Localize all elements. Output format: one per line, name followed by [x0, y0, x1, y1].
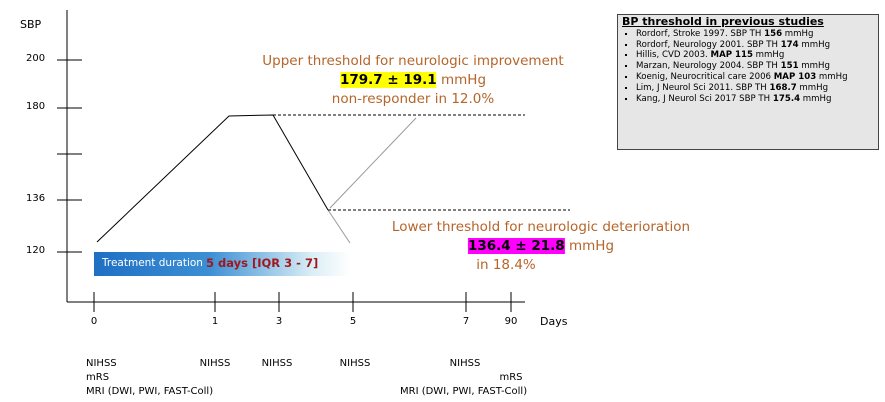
studies-box: BP threshold in previous studies Rordorf… [617, 14, 879, 150]
y-tick-label: 136 [26, 193, 46, 204]
assessment: NIHSS [449, 358, 481, 369]
study-item: Lim, J Neurol Sci 2011. SBP TH 168.7 mmH… [636, 83, 874, 94]
connector [329, 117, 417, 209]
upper-note: non-responder in 12.0% [331, 91, 495, 107]
upper-value-line: 179.7 ± 19.1 mmHg [262, 71, 563, 90]
lower-value: 136.4 ± 21.8 [467, 238, 565, 254]
study-item: Rordorf, Neurology 2001. SBP TH 174 mmHg [636, 40, 874, 51]
treatment-bar: Treatment duration 5 days [IQR 3 - 7] [94, 252, 350, 276]
x-tick-label: 90 [504, 316, 518, 327]
study-text: Kang, J Neurol Sci 2017 SBP TH [636, 93, 773, 104]
study-unit: mmHg [816, 71, 848, 82]
x-tick-label: 1 [211, 316, 219, 327]
x-tick-label: 0 [90, 316, 98, 327]
assessment: NIHSS [199, 358, 231, 369]
study-unit: mmHg [752, 50, 785, 61]
assessment: MRI (DWI, PWI, FAST-Coll) [86, 386, 214, 397]
studies-title: BP threshold in previous studies [622, 15, 824, 28]
y-axis-label: SBP [20, 18, 42, 31]
study-text: Lim, J Neurol Sci 2011. SBP TH [636, 82, 770, 93]
upper-value: 179.7 ± 19.1 [339, 72, 437, 88]
study-unit: mmHg [782, 28, 814, 39]
x-axis-label: Days [540, 315, 568, 328]
study-item: Marzan, Neurology 2004. SBP TH 151 mmHg [636, 61, 874, 72]
lower-note: in 18.4% [476, 257, 536, 273]
lower-annotation: Lower threshold for neurologic deteriora… [392, 218, 690, 275]
studies-list: Rordorf, Stroke 1997. SBP TH 156 mmHgRor… [622, 29, 874, 105]
study-value: 151 [780, 61, 799, 72]
lower-unit: mmHg [564, 238, 615, 254]
assessment: mRS [499, 372, 523, 383]
study-item: Hillis, CVD 2003. MAP 115 mmHg [636, 50, 874, 61]
study-value: 168.7 [769, 82, 797, 93]
lower-value-line: 136.4 ± 21.8 mmHg [392, 237, 690, 256]
assessment: NIHSS [339, 358, 371, 369]
study-item: Koenig, Neurocritical care 2006 MAP 103 … [636, 72, 874, 83]
study-unit: mmHg [798, 39, 831, 50]
bp-curve-tail [327, 209, 351, 244]
treatment-label: Treatment duration [102, 257, 203, 269]
y-tick-label: 120 [26, 245, 46, 256]
upper-title: Upper threshold for neurologic improveme… [262, 53, 564, 69]
study-value: 174 [780, 39, 799, 50]
study-value: MAP 115 [710, 50, 753, 61]
study-text: Rordorf, Neurology 2001. SBP TH [636, 39, 781, 50]
assessment: NIHSS [86, 358, 117, 369]
study-text: Hillis, CVD 2003. [636, 50, 711, 61]
assessment: MRI (DWI, PWI, FAST-Coll) [400, 386, 528, 397]
upper-annotation: Upper threshold for neurologic improveme… [262, 52, 563, 109]
y-tick-label: 200 [26, 53, 46, 64]
study-text: Rordorf, Stroke 1997. SBP TH [636, 28, 765, 39]
x-tick-label: 5 [349, 316, 357, 327]
treatment-duration: 5 days [IQR 3 - 7] [206, 256, 319, 270]
upper-unit: mmHg [436, 72, 487, 88]
x-tick-label: 3 [275, 316, 283, 327]
assessment: NIHSS [261, 358, 293, 369]
study-value: 156 [764, 28, 783, 39]
study-unit: mmHg [798, 61, 830, 72]
study-unit: mmHg [796, 82, 829, 93]
study-value: MAP 103 [773, 71, 817, 82]
study-value: 175.4 [772, 93, 801, 104]
study-text: Koenig, Neurocritical care 2006 [636, 71, 774, 82]
study-unit: mmHg [800, 93, 832, 104]
study-item: Kang, J Neurol Sci 2017 SBP TH 175.4 mmH… [636, 94, 874, 105]
study-item: Rordorf, Stroke 1997. SBP TH 156 mmHg [636, 29, 874, 40]
x-tick-label: 7 [462, 316, 470, 327]
bp-curve [96, 114, 329, 243]
assessment: mRS [86, 372, 110, 383]
study-text: Marzan, Neurology 2004. SBP TH [636, 61, 781, 72]
lower-title: Lower threshold for neurologic deteriora… [391, 219, 691, 235]
y-tick-label: 180 [26, 101, 46, 112]
